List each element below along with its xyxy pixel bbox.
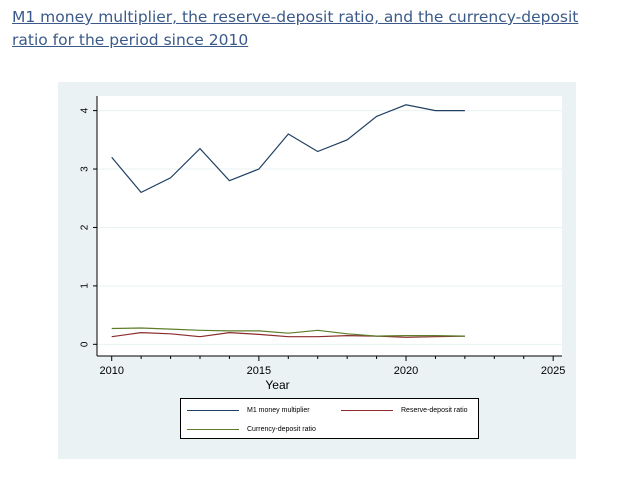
x-tick-label-2010: 2010: [99, 365, 123, 377]
legend-label-currency: Currency-deposit ratio: [247, 426, 316, 433]
chart-legend: M1 money multiplier Reserve-deposit rati…: [180, 398, 479, 439]
series-line-m1: [111, 104, 465, 194]
y-tick-label-4: 4: [80, 107, 91, 113]
page-title: M1 money multiplier, the reserve-deposit…: [12, 8, 579, 49]
plot-area: [97, 96, 562, 356]
series-line-currency: [111, 327, 465, 337]
x-tick-label-2025: 2025: [541, 365, 565, 377]
legend-swatch-currency: [187, 429, 239, 430]
y-tick-label-3: 3: [80, 166, 91, 172]
y-tick-label-0: 0: [80, 341, 91, 347]
legend-item-m1: M1 money multiplier: [187, 407, 310, 414]
y-tick-label-2: 2: [80, 224, 91, 230]
legend-swatch-reserve: [341, 410, 393, 411]
legend-item-reserve: Reserve-deposit ratio: [341, 407, 468, 414]
y-tick-label-1: 1: [80, 283, 91, 289]
x-tick-label-2015: 2015: [247, 365, 271, 377]
legend-item-currency: Currency-deposit ratio: [187, 426, 316, 433]
series-line-reserve: [111, 331, 465, 338]
x-axis-label: Year: [265, 378, 289, 392]
legend-label-m1: M1 money multiplier: [247, 407, 310, 414]
legend-swatch-m1: [187, 410, 239, 411]
x-tick-label-2020: 2020: [394, 365, 418, 377]
legend-label-reserve: Reserve-deposit ratio: [401, 407, 468, 414]
